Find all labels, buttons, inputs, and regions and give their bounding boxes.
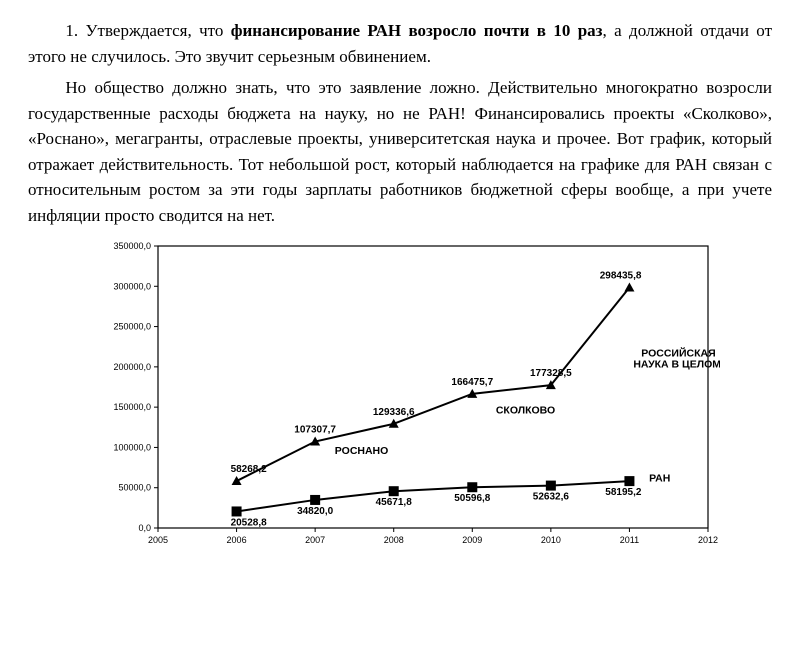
svg-text:150000,0: 150000,0 [113, 402, 151, 412]
svg-text:166475,7: 166475,7 [451, 377, 493, 388]
p1-pre: 1. Утверждается, что [65, 21, 230, 40]
svg-text:52632,6: 52632,6 [533, 492, 570, 503]
svg-text:2007: 2007 [305, 535, 325, 545]
svg-text:100000,0: 100000,0 [113, 442, 151, 452]
svg-text:2005: 2005 [148, 535, 168, 545]
svg-text:2010: 2010 [541, 535, 561, 545]
document-page: 1. Утверждается, что финансирование РАН … [0, 0, 800, 566]
svg-text:2012: 2012 [698, 535, 718, 545]
p1-bold: финансирование РАН возросло почти в 10 р… [231, 21, 603, 40]
svg-text:200000,0: 200000,0 [113, 362, 151, 372]
svg-text:РАН: РАН [649, 472, 670, 484]
svg-text:177328,5: 177328,5 [530, 368, 572, 379]
svg-text:РОСНАНО: РОСНАНО [335, 445, 389, 457]
svg-text:0,0: 0,0 [138, 523, 151, 533]
svg-text:58195,2: 58195,2 [605, 487, 642, 498]
svg-text:СКОЛКОВО: СКОЛКОВО [496, 405, 555, 417]
svg-text:50000,0: 50000,0 [118, 483, 151, 493]
funding-chart: 0,0 50000,0 100000,0 150000,0 200000,0 250000… [80, 236, 720, 556]
svg-text:РОССИЙСКАЯ: РОССИЙСКАЯ [641, 346, 715, 359]
svg-text:58268,2: 58268,2 [231, 464, 268, 475]
svg-text:129336,6: 129336,6 [373, 407, 415, 418]
svg-text:250000,0: 250000,0 [113, 322, 151, 332]
svg-text:34820,0: 34820,0 [297, 506, 334, 517]
svg-text:350000,0: 350000,0 [113, 241, 151, 251]
svg-text:45671,8: 45671,8 [376, 497, 413, 508]
svg-text:НАУКА В ЦЕЛОМ: НАУКА В ЦЕЛОМ [633, 359, 720, 371]
svg-text:50596,8: 50596,8 [454, 493, 491, 504]
svg-text:2011: 2011 [620, 535, 639, 545]
svg-text:2006: 2006 [227, 535, 247, 545]
paragraph-1: 1. Утверждается, что финансирование РАН … [28, 18, 772, 69]
svg-text:20528,8: 20528,8 [231, 517, 268, 528]
svg-text:300000,0: 300000,0 [113, 281, 151, 291]
paragraph-2: Но общество должно знать, что это заявле… [28, 75, 772, 228]
svg-text:298435,8: 298435,8 [600, 271, 642, 282]
svg-text:2008: 2008 [384, 535, 404, 545]
svg-text:107307,7: 107307,7 [294, 425, 336, 436]
svg-text:2009: 2009 [462, 535, 482, 545]
